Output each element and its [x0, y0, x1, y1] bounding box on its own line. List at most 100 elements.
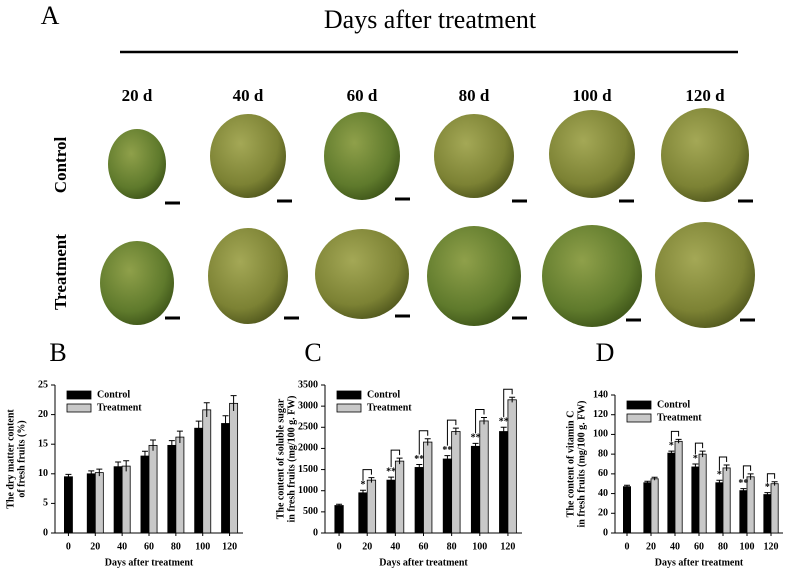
panel-label: B [49, 338, 66, 367]
x-axis-label: Days after treatment [379, 557, 468, 568]
significance-label: ** [738, 478, 748, 489]
y-axis-label: The dry matter content [5, 409, 16, 509]
day-label: 20 d [122, 86, 153, 105]
day-label: 60 d [347, 86, 378, 105]
significance-bracket [766, 473, 776, 483]
y-tick-label: 1500 [298, 464, 318, 475]
bar [623, 486, 632, 534]
error-bar [472, 442, 479, 450]
error-bar [764, 492, 771, 497]
bar [86, 473, 96, 534]
legend-swatch [66, 390, 92, 400]
y-tick-label: 15 [38, 438, 48, 449]
bar [64, 476, 73, 534]
significance-bracket [446, 419, 457, 446]
error-bar [424, 438, 431, 446]
y-tick-label: 60 [598, 468, 608, 479]
x-tick-label: 60 [694, 541, 704, 552]
y-axis-label: The content of soluble sugar [275, 398, 286, 519]
significance-label: * [360, 480, 365, 491]
bar [715, 482, 724, 534]
error-bar [692, 463, 699, 470]
panel-label: C [304, 338, 321, 367]
error-bar [699, 450, 706, 458]
photo-grid [100, 108, 755, 328]
legend-swatch [626, 400, 652, 410]
x-tick-label: 60 [419, 541, 429, 552]
bar [423, 441, 433, 534]
significance-bracket [390, 449, 401, 468]
bar [499, 431, 509, 534]
fruit-photo [100, 241, 174, 325]
significance-bracket [718, 456, 728, 471]
significance-label: * [693, 453, 698, 464]
y-axis-label: of fresh fruits (%) [16, 420, 27, 497]
error-bar [651, 476, 658, 481]
bar [698, 453, 707, 534]
x-tick-label: 60 [144, 541, 154, 552]
y-tick-label: 100 [593, 429, 608, 440]
bar [113, 466, 123, 534]
bar [451, 431, 461, 534]
y-tick-label: 0 [313, 527, 318, 538]
x-tick-label: 40 [117, 541, 127, 552]
y-tick-label: 5 [43, 498, 48, 509]
legend-swatch [626, 413, 652, 423]
bar [470, 445, 481, 534]
error-bar [65, 473, 72, 480]
error-bar [481, 417, 488, 425]
error-bar [416, 463, 423, 471]
significance-label: ** [471, 433, 481, 444]
x-tick-label: 100 [195, 541, 210, 552]
error-bar [388, 476, 395, 484]
bar [722, 467, 731, 534]
x-tick-label: 120 [764, 541, 779, 552]
x-tick-label: 120 [222, 541, 237, 552]
y-tick-label: 3000 [298, 400, 318, 411]
y-tick-label: 500 [303, 506, 318, 517]
fruit-photo [661, 108, 749, 202]
y-tick-label: 20 [38, 409, 48, 420]
legend-label: Control [657, 399, 690, 410]
bar [140, 455, 150, 534]
significance-label: * [765, 482, 770, 493]
fruit-photo [427, 226, 521, 326]
x-tick-label: 0 [625, 541, 630, 552]
error-bar [222, 415, 229, 432]
error-bar [740, 488, 747, 493]
bar [175, 436, 185, 534]
x-axis-label: Days after treatment [105, 557, 194, 568]
y-axis-label: in fresh fruits (mg/100 g. FW) [286, 395, 297, 522]
y-axis-label: The content of vitamin C [565, 411, 576, 518]
significance-label: ** [414, 454, 424, 465]
day-label: 120 d [685, 86, 725, 105]
bar [229, 402, 239, 534]
legend-swatch [66, 403, 92, 413]
bar [358, 492, 368, 534]
error-bar [368, 477, 375, 483]
y-tick-label: 140 [593, 389, 608, 400]
bar [366, 479, 377, 534]
x-tick-label: 40 [670, 541, 680, 552]
error-bar [509, 396, 516, 403]
error-bar [723, 464, 730, 471]
significance-bracket [475, 409, 485, 434]
error-bar [203, 402, 210, 417]
error-bar [359, 489, 366, 496]
legend-swatch [336, 403, 362, 413]
significance-bracket [503, 388, 513, 418]
panel-label: A [41, 1, 60, 30]
bar [194, 427, 204, 534]
bar [94, 472, 104, 534]
x-tick-label: 80 [718, 541, 728, 552]
day-label: 80 d [459, 86, 490, 105]
bar [674, 440, 683, 534]
y-tick-label: 0 [603, 527, 608, 538]
error-bar [150, 439, 157, 451]
fruit-photo [108, 129, 166, 199]
error-bar [96, 468, 103, 477]
scale-bars [165, 197, 755, 322]
x-tick-label: 40 [390, 541, 400, 552]
y-tick-label: 20 [598, 508, 608, 519]
